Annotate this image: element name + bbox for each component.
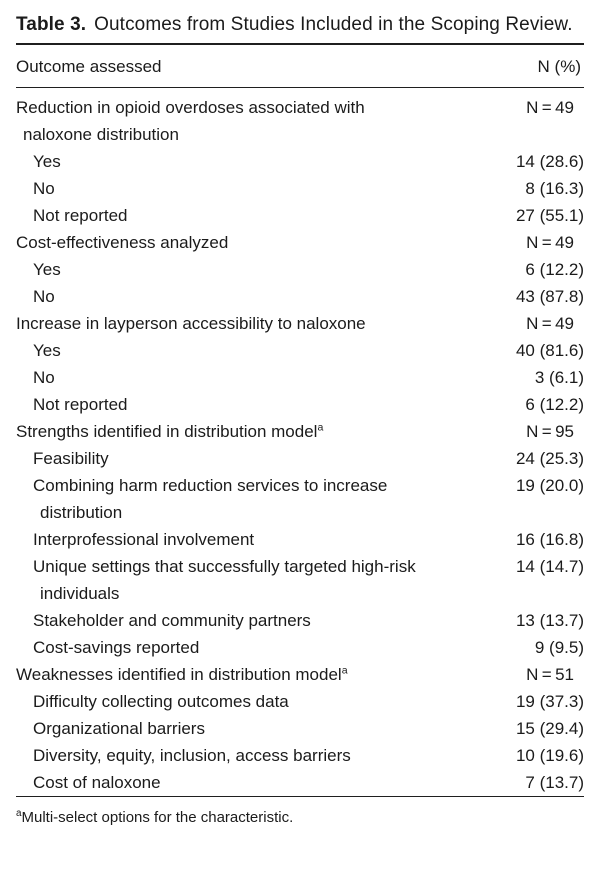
- table-row: Stakeholder and community partners 13 (13…: [16, 607, 584, 634]
- row-value: N = 49: [526, 98, 574, 117]
- row-label: Yes: [33, 341, 61, 360]
- row-label: Interprofessional involvement: [33, 530, 255, 549]
- row-label: Cost-savings reported: [33, 638, 200, 657]
- footnote-ref: a: [317, 421, 324, 434]
- row-value: 19 (20.0): [515, 476, 584, 495]
- row-label: Not reported: [33, 395, 128, 414]
- row-value: 15 (29.4): [515, 719, 584, 738]
- table-row: Strengths identified in distribution mod…: [16, 418, 584, 445]
- table-row: Not reported 27 (55.1): [16, 202, 584, 229]
- table-row: Reduction in opioid overdoses associated…: [16, 94, 584, 148]
- column-header-n-percent: N (%): [537, 57, 581, 76]
- table-row: Yes 40 (81.6): [16, 337, 584, 364]
- row-label: Yes: [33, 152, 61, 171]
- row-label: Cost of naloxone: [33, 773, 161, 792]
- table-row: Yes 6 (12.2): [16, 256, 584, 283]
- row-label: No: [33, 368, 55, 387]
- table-row: Cost-effectiveness analyzed N = 49: [16, 229, 584, 256]
- table-title: Table 3. Outcomes from Studies Included i…: [16, 12, 584, 38]
- row-value: 9 (9.5): [534, 638, 584, 657]
- table-row: Yes 14 (28.6): [16, 148, 584, 175]
- row-value: N = 95: [526, 422, 574, 441]
- table-caption: Outcomes from Studies Included in the Sc…: [94, 14, 573, 35]
- row-label: Reduction in opioid overdoses associated…: [16, 98, 365, 144]
- table-row: Difficulty collecting outcomes data 19 (3…: [16, 688, 584, 715]
- row-label: Cost-effectiveness analyzed: [16, 233, 229, 252]
- table-row: No 43 (87.8): [16, 283, 584, 310]
- table-row: Organizational barriers 15 (29.4): [16, 715, 584, 742]
- table-row: Feasibility 24 (25.3): [16, 445, 584, 472]
- row-value: 14 (28.6): [515, 152, 584, 171]
- table-number: Table 3.: [16, 14, 87, 35]
- row-value: 6 (12.2): [525, 260, 584, 279]
- row-label: No: [33, 287, 55, 306]
- table-row: Combining harm reduction services to inc…: [16, 472, 584, 526]
- row-value: N = 49: [526, 233, 574, 252]
- row-label: Weaknesses identified in distribution mo…: [16, 664, 348, 684]
- row-value: N = 51: [526, 665, 574, 684]
- table-row: Not reported 6 (12.2): [16, 391, 584, 418]
- footnote-ref: a: [341, 664, 348, 677]
- rule-bottom: [16, 796, 584, 797]
- row-label: Yes: [33, 260, 61, 279]
- row-value: 7 (13.7): [525, 773, 584, 792]
- rule-top: [16, 43, 584, 45]
- row-label: Diversity, equity, inclusion, access bar…: [33, 746, 351, 765]
- table-row: Cost of naloxone 7 (13.7): [16, 769, 584, 796]
- table-row: Diversity, equity, inclusion, access bar…: [16, 742, 584, 769]
- table-header-row: Outcome assessed N (%): [16, 45, 584, 87]
- row-label: No: [33, 179, 55, 198]
- row-value: 8 (16.3): [525, 179, 584, 198]
- row-value: 6 (12.2): [525, 395, 584, 414]
- table-row: Cost-savings reported 9 (9.5): [16, 634, 584, 661]
- row-value: 19 (37.3): [515, 692, 584, 711]
- table-row: No 8 (16.3): [16, 175, 584, 202]
- row-value: 16 (16.8): [515, 530, 584, 549]
- row-label: Strengths identified in distribution mod…: [16, 421, 324, 441]
- row-value: 24 (25.3): [515, 449, 584, 468]
- table-row: Interprofessional involvement 16 (16.8): [16, 526, 584, 553]
- row-value: 27 (55.1): [515, 206, 584, 225]
- table-row: No 3 (6.1): [16, 364, 584, 391]
- row-label: Not reported: [33, 206, 128, 225]
- table-row: Increase in layperson accessibility to n…: [16, 310, 584, 337]
- row-value: 40 (81.6): [515, 341, 584, 360]
- row-label: Stakeholder and community partners: [33, 611, 311, 630]
- column-header-outcome-assessed: Outcome assessed: [16, 57, 162, 76]
- row-label: Increase in layperson accessibility to n…: [16, 314, 366, 333]
- row-value: 43 (87.8): [515, 287, 584, 306]
- row-value: 14 (14.7): [515, 557, 584, 576]
- row-value: N = 49: [526, 314, 574, 333]
- rule-header: [16, 87, 584, 88]
- row-label: Difficulty collecting outcomes data: [33, 692, 289, 711]
- row-value: 13 (13.7): [515, 611, 584, 630]
- row-label: Feasibility: [33, 449, 109, 468]
- row-value: 3 (6.1): [534, 368, 584, 387]
- row-label: Organizational barriers: [33, 719, 205, 738]
- table-footnote: aMulti-select options for the characteri…: [16, 808, 584, 828]
- footnote-text: Multi-select options for the characteris…: [21, 809, 294, 826]
- row-value: 10 (19.6): [515, 746, 584, 765]
- row-label: Combining harm reduction services to inc…: [33, 476, 388, 522]
- row-label: Unique settings that successfully target…: [33, 557, 416, 603]
- table-row: Weaknesses identified in distribution mo…: [16, 661, 584, 688]
- table-row: Unique settings that successfully target…: [16, 553, 584, 607]
- table-body: Reduction in opioid overdoses associated…: [16, 88, 584, 796]
- footnote-marker: a: [16, 808, 22, 819]
- table-figure: Table 3. Outcomes from Studies Included i…: [16, 12, 584, 828]
